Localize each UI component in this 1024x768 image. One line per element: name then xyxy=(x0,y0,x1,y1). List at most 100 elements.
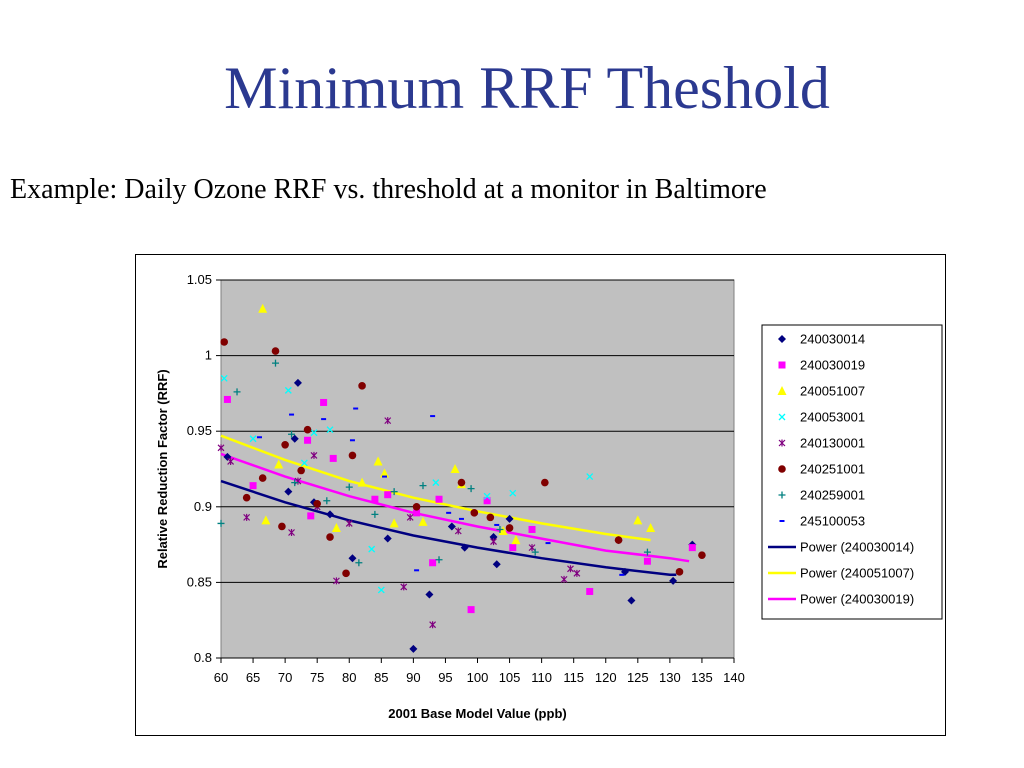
legend-swatch xyxy=(778,335,786,343)
data-point xyxy=(573,569,581,577)
x-tick-label: 70 xyxy=(278,670,292,685)
series-240030019 xyxy=(223,395,696,614)
data-point xyxy=(371,495,379,503)
legend-swatch xyxy=(778,361,786,369)
data-point xyxy=(345,519,353,527)
x-tick-label: 80 xyxy=(342,670,356,685)
data-point xyxy=(303,425,312,434)
data-point xyxy=(258,474,267,482)
data-point xyxy=(528,525,536,533)
series-245100053 xyxy=(256,407,625,576)
data-point xyxy=(467,485,475,493)
data-point xyxy=(675,568,684,576)
legend-item: Power (240030014) xyxy=(768,540,914,555)
data-point xyxy=(368,545,376,553)
data-point xyxy=(435,556,443,564)
x-tick-label: 95 xyxy=(438,670,452,685)
y-tick-label: 0.85 xyxy=(187,574,212,589)
data-point xyxy=(643,548,651,556)
legend-swatch xyxy=(778,413,786,421)
data-point xyxy=(274,459,284,469)
legend-label: 245100053 xyxy=(800,514,865,529)
legend-label: Power (240030019) xyxy=(800,592,914,607)
y-tick-label: 1.05 xyxy=(187,272,212,287)
data-point xyxy=(429,621,437,629)
data-point xyxy=(345,483,353,491)
data-point xyxy=(249,435,257,443)
plot-area xyxy=(220,279,735,659)
data-point xyxy=(389,518,399,528)
data-point xyxy=(432,479,440,487)
data-point xyxy=(382,475,388,478)
data-point xyxy=(567,565,574,573)
legend: 240030014 240030019 240051007 240053001 2401… xyxy=(761,324,943,620)
data-point xyxy=(249,482,257,490)
data-point xyxy=(342,569,350,578)
data-point xyxy=(483,497,491,505)
data-point xyxy=(413,509,421,517)
y-tick-label: 0.8 xyxy=(194,650,212,665)
data-point xyxy=(425,590,434,599)
data-point xyxy=(233,388,241,396)
data-point xyxy=(419,482,427,490)
data-point xyxy=(406,513,414,521)
data-point xyxy=(373,456,383,466)
x-tick-label: 90 xyxy=(406,670,420,685)
data-point xyxy=(454,527,462,535)
data-point xyxy=(646,522,656,532)
data-point xyxy=(496,525,504,533)
data-point xyxy=(531,548,539,556)
data-point xyxy=(223,395,231,403)
data-point xyxy=(643,557,651,565)
data-point xyxy=(258,303,268,313)
x-tick-label: 135 xyxy=(691,670,713,685)
data-point xyxy=(509,489,517,497)
data-point xyxy=(669,576,678,585)
data-point xyxy=(310,451,318,459)
data-point xyxy=(492,560,501,569)
x-tick-label: 120 xyxy=(595,670,617,685)
y-tick-label: 1 xyxy=(205,348,212,363)
x-axis-title: 2001 Base Model Value (ppb) xyxy=(388,706,566,721)
data-point xyxy=(281,441,289,449)
series-240251001 xyxy=(220,338,706,578)
legend-item: 245100053 xyxy=(779,514,865,529)
data-point xyxy=(331,522,341,532)
data-point xyxy=(288,430,296,438)
data-point xyxy=(217,444,225,452)
legend-swatch xyxy=(778,491,786,499)
data-point xyxy=(400,583,408,591)
x-tick-label: 60 xyxy=(214,670,228,685)
trendline-power-240030014- xyxy=(220,479,677,577)
data-point xyxy=(326,533,334,541)
data-point xyxy=(290,434,299,443)
x-tick-label: 130 xyxy=(659,670,681,685)
legend-label: 240030014 xyxy=(800,332,865,347)
data-point xyxy=(242,493,251,502)
data-point xyxy=(243,513,251,521)
data-point xyxy=(620,567,629,576)
data-point xyxy=(353,407,359,410)
data-point xyxy=(458,517,464,520)
data-point xyxy=(414,569,420,572)
x-tick-label: 125 xyxy=(627,670,649,685)
data-point xyxy=(256,436,262,439)
data-point xyxy=(278,522,286,531)
legend-label: 240030019 xyxy=(800,358,865,373)
y-tick-label: 0.9 xyxy=(194,499,212,514)
data-point xyxy=(511,535,521,545)
data-point xyxy=(490,538,497,546)
data-point xyxy=(383,534,392,543)
data-point xyxy=(460,543,469,552)
legend-label: 240259001 xyxy=(800,488,865,503)
data-point xyxy=(227,457,235,465)
x-tick-label: 110 xyxy=(531,670,552,685)
y-axis-title: Relative Reduction Factor (RRF) xyxy=(155,369,170,568)
legend-box xyxy=(761,324,943,620)
data-point xyxy=(284,487,293,496)
data-point xyxy=(326,510,335,519)
series-240051007 xyxy=(258,303,656,545)
legend-swatch xyxy=(778,465,786,473)
data-point xyxy=(223,452,232,461)
slide-title: Minimum RRF Theshold xyxy=(224,55,830,121)
